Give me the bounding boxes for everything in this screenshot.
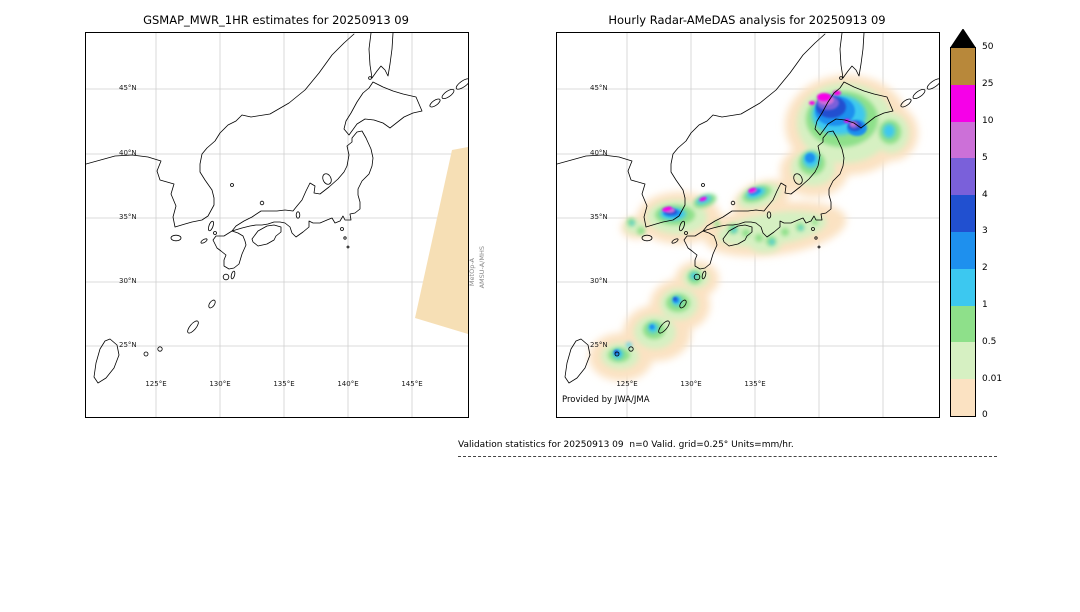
left-map-panel: 45°N 40°N 35°N 30°N 25°N 125°E 130°E 135… — [85, 32, 469, 418]
lat-label-left-45n: 45°N — [119, 84, 137, 92]
colorbar-segment — [951, 158, 975, 196]
lon-label-left-130e: 130°E — [209, 380, 231, 388]
lat-label-left-40n: 40°N — [119, 149, 137, 157]
colorbar-segment — [951, 48, 975, 85]
colorbar-label-50: 50 — [982, 42, 994, 52]
lat-label-left-35n: 35°N — [119, 213, 137, 221]
lon-label-right-135e: 135°E — [744, 380, 766, 388]
satellite-swath — [415, 147, 468, 334]
right-map-plot — [557, 33, 939, 417]
coastline — [86, 33, 468, 384]
colorbar-label-1: 1 — [982, 300, 988, 310]
sensor-name-side-label: AMSU-A/MHS — [478, 246, 486, 289]
lat-label-right-25n: 25°N — [590, 341, 608, 349]
lat-label-left-30n: 30°N — [119, 277, 137, 285]
lat-label-right-40n: 40°N — [590, 149, 608, 157]
lat-label-right-30n: 30°N — [590, 277, 608, 285]
colorbar-segment — [951, 379, 975, 416]
lon-label-left-140e: 140°E — [337, 380, 359, 388]
lat-label-right-45n: 45°N — [590, 84, 608, 92]
left-map-title: GSMAP_MWR_1HR estimates for 20250913 09 — [143, 13, 409, 27]
colorbar-segment — [951, 195, 975, 232]
colorbar-label-4: 4 — [982, 190, 988, 200]
grid — [86, 33, 468, 417]
lon-label-left-125e: 125°E — [145, 380, 167, 388]
colorbar-segment — [951, 342, 975, 380]
colorbar-label-0: 0 — [982, 410, 988, 420]
colorbar-segment — [951, 84, 975, 122]
colorbar-label-5: 5 — [982, 153, 988, 163]
colorbar-segment — [951, 268, 975, 306]
provided-by-credit: Provided by JWA/JMA — [562, 395, 650, 405]
colorbar-label-05: 0.5 — [982, 337, 997, 347]
satellite-name-side-label: MetOp-A — [468, 258, 476, 287]
left-map-plot — [86, 33, 468, 417]
colorbar-label-3: 3 — [982, 226, 988, 236]
colorbar-segment — [951, 231, 975, 269]
validation-caption: Validation statistics for 20250913 09 n=… — [458, 440, 794, 450]
dashed-separator — [458, 456, 997, 457]
colorbar-label-25: 25 — [982, 79, 994, 89]
lon-label-left-145e: 145°E — [401, 380, 423, 388]
colorbar-segment — [951, 305, 975, 343]
lon-label-right-130e: 130°E — [680, 380, 702, 388]
lat-label-left-25n: 25°N — [119, 341, 137, 349]
right-map-title: Hourly Radar-AMeDAS analysis for 2025091… — [608, 13, 886, 27]
colorbar-label-001: 0.01 — [982, 374, 1003, 384]
right-map-panel: 45°N 40°N 35°N 30°N 25°N 125°E 130°E 135… — [556, 32, 940, 418]
colorbar-label-10: 10 — [982, 116, 994, 126]
colorbar — [950, 47, 976, 417]
colorbar-overflow-arrow — [950, 28, 976, 48]
lon-label-left-135e: 135°E — [273, 380, 295, 388]
lon-label-right-125e: 125°E — [616, 380, 638, 388]
lat-label-right-35n: 35°N — [590, 213, 608, 221]
precipitation-overlay — [589, 75, 918, 381]
colorbar-label-2: 2 — [982, 263, 988, 273]
colorbar-segment — [951, 121, 975, 159]
